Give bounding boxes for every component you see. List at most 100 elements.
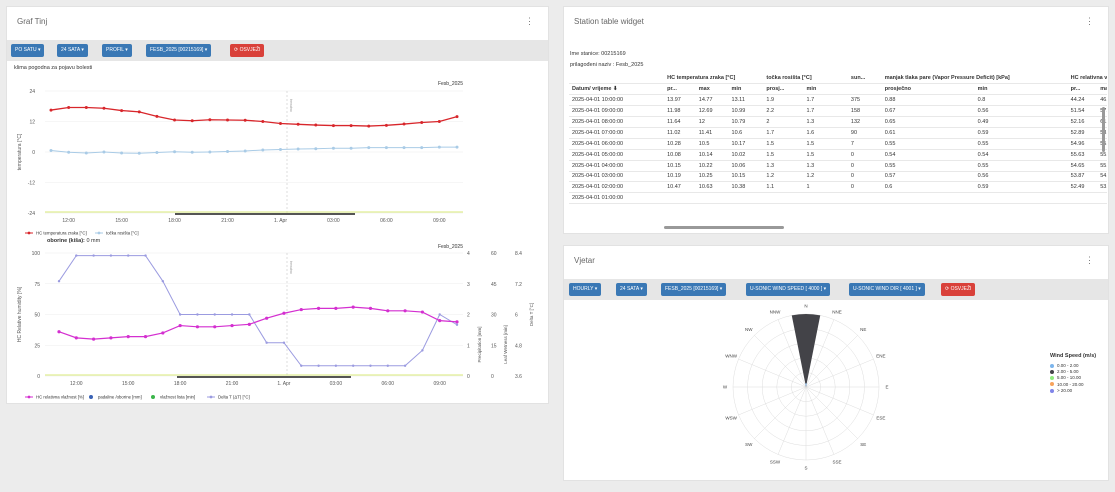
data-point	[120, 151, 124, 155]
wind-legend-item[interactable]: 2.00 - 5.00	[1050, 369, 1079, 374]
table-cell: 0.59	[974, 127, 1068, 139]
more-menu-icon[interactable]: ⋮	[1085, 16, 1094, 26]
x-tick-label: 03:00	[327, 218, 340, 224]
series-line-0	[50, 106, 458, 127]
data-point	[127, 254, 130, 257]
table-cell: 54.65	[1067, 160, 1098, 172]
group-header: sun...	[847, 73, 882, 85]
table-cell: 11.64	[664, 116, 696, 128]
table-row: 2025-04-01 09:00:00 11.98 12.69 10.99 2.2 1.7…	[569, 105, 1107, 118]
legend-color-dot	[1050, 382, 1054, 387]
data-point	[351, 305, 355, 309]
table-cell: 10.5	[695, 138, 729, 150]
table-cell: 10.6	[728, 127, 764, 139]
data-point	[190, 150, 194, 154]
y3-tick-label: 30	[491, 313, 497, 319]
table-cell: 2.2	[763, 105, 804, 118]
data-point	[155, 151, 159, 155]
range-dropdown[interactable]: 24 SATA ▾	[616, 283, 647, 296]
column-header[interactable]: max	[695, 83, 729, 96]
data-point	[74, 336, 78, 340]
data-point	[403, 309, 407, 313]
y-tick-label: 0	[37, 374, 40, 380]
station-dropdown[interactable]: FESB_2025 [00215169] ▾	[146, 44, 212, 57]
legend-marker	[27, 395, 31, 399]
y4-tick-label: 7.2	[515, 282, 522, 288]
rose-spoke	[754, 386, 807, 439]
data-point	[420, 146, 424, 150]
table-cell: 12	[695, 116, 729, 128]
column-header[interactable]: min	[803, 83, 848, 96]
horizontal-scrollbar[interactable]	[664, 226, 784, 229]
table-cell: 2025-04-01 01:00:00	[569, 192, 665, 205]
range-dropdown[interactable]: 24 SATA ▾	[57, 44, 88, 57]
table-cell: 0.56	[974, 105, 1068, 118]
column-header[interactable]: prosječno	[881, 83, 975, 96]
table-cell: 0.57	[881, 171, 975, 183]
column-header[interactable]: max	[1097, 83, 1107, 96]
refresh-button[interactable]: ⟳ OSVJEŽI	[941, 283, 976, 296]
data-point	[57, 330, 61, 334]
profile-dropdown[interactable]: PROFIL ▾	[102, 44, 132, 57]
table-cell: 10.25	[695, 171, 729, 183]
direction-label: SSE	[832, 459, 841, 464]
wind-legend-item[interactable]: 5.00 - 10.00	[1050, 375, 1081, 380]
column-header[interactable]: min	[974, 83, 1068, 96]
wind-legend-item[interactable]: 0.00 - 2.00	[1050, 363, 1079, 368]
column-header[interactable]: min	[728, 83, 764, 96]
legend-label: Delta T (ΔT) [°C]	[218, 395, 250, 400]
sort-column-header[interactable]: Datum/ vrijeme ⬇	[569, 83, 665, 96]
table-cell: 10.02	[728, 149, 764, 161]
table-cell	[1097, 192, 1107, 205]
station-dropdown[interactable]: FESB_2025 [00215169] ▾	[661, 283, 727, 296]
table-row: 2025-04-01 07:00:00 11.02 11.41 10.6 1.7 1.6 9…	[569, 127, 1107, 139]
direction-label: ENE	[876, 354, 885, 359]
x-tick-label: 1. Apr	[274, 218, 287, 224]
table-row: 2025-04-01 05:00:00 10.08 10.14 10.02 1.5 1.5…	[569, 149, 1107, 161]
table-cell: 2025-04-01 06:00:00	[569, 138, 665, 150]
vertical-scrollbar[interactable]	[1102, 107, 1105, 152]
table-cell: 11.98	[664, 105, 696, 118]
legend-label: HC relativna vlažnost [%]	[36, 395, 84, 400]
wind-legend-item[interactable]: 10.00 - 20.00	[1050, 382, 1084, 387]
data-point	[247, 322, 251, 326]
legend-label: točka rosišta [°C]	[106, 231, 139, 236]
legend-label: padaline /oborine [mm]	[98, 395, 142, 400]
data-point	[92, 337, 96, 341]
data-point	[438, 319, 442, 323]
wind-legend-title: Wind Speed (m/s)	[1050, 353, 1097, 359]
table-cell: 55.35	[1097, 160, 1107, 172]
data-point	[402, 122, 406, 126]
column-header[interactable]: pr...	[1067, 83, 1098, 96]
rose-spoke	[805, 386, 858, 439]
data-point	[368, 306, 373, 310]
data-point	[102, 150, 106, 154]
table-cell: 1.3	[803, 116, 848, 128]
more-menu-icon[interactable]: ⋮	[1085, 255, 1094, 265]
table-cell	[763, 192, 804, 205]
more-menu-icon[interactable]: ⋮	[525, 16, 534, 26]
data-point	[144, 254, 147, 257]
table-cell	[664, 192, 696, 205]
table-row: 2025-04-01 06:00:00 10.28 10.5 10.17 1.5 1.5 7…	[569, 138, 1107, 150]
data-point	[109, 254, 113, 257]
direction-label: WSW	[725, 415, 737, 420]
column-header[interactable]: pr...	[664, 83, 696, 96]
legend-label: > 20.00	[1057, 387, 1073, 393]
column-header[interactable]: prosj...	[763, 83, 804, 96]
table-cell: 2025-04-01 07:00:00	[569, 127, 665, 139]
period-dropdown[interactable]: PO SATU ▾	[11, 44, 45, 57]
table-scroll-area[interactable]: HC temperatura zraka [°C] točka rosišta …	[569, 73, 1107, 229]
wind-legend-item[interactable]: > 20.00	[1050, 388, 1072, 393]
refresh-button[interactable]: ⟳ OSVJEŽI	[230, 44, 265, 57]
table-row: 2025-04-01 01:00:00	[569, 192, 1107, 205]
wind-speed-dropdown[interactable]: U-SONIC WIND SPEED [ 4000 ] ▾	[746, 283, 831, 296]
graf-tinj-panel: Graf Tinj ⋮ PO SATU ▾ 24 SATA ▾ PROFIL ▾…	[6, 6, 549, 404]
wind-dir-dropdown[interactable]: U-SONIC WIND DIR [ 4001 ] ▾	[849, 283, 925, 296]
y2-axis-label: Precipitation [mm]	[477, 326, 482, 362]
period-dropdown[interactable]: HOURLY ▾	[569, 283, 602, 296]
table-cell: 0.55	[881, 138, 975, 150]
table-cell: 1.9	[763, 94, 804, 107]
column-header[interactable]	[847, 83, 882, 96]
chart-subtitle: klima pogodna za pojavu bolesti	[14, 65, 93, 71]
